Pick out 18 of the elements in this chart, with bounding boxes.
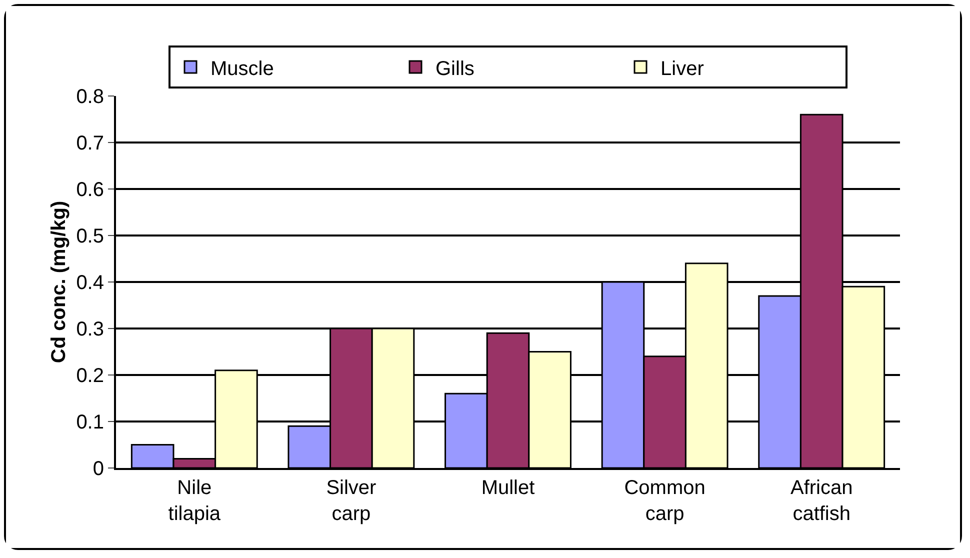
legend-label: Liver <box>660 58 704 80</box>
x-tick-label: Mullet <box>481 477 536 499</box>
y-tick-label: 0.2 <box>76 365 104 387</box>
x-tick-label: Nile tilapia <box>168 477 222 525</box>
y-tick-label: 0.7 <box>76 132 104 154</box>
y-axis-title: Cd conc. (mg/kg) <box>48 200 70 364</box>
y-tick-label: 0.6 <box>76 179 104 201</box>
x-tick-label: African catfish <box>790 477 853 525</box>
x-tick-label: Common carp <box>624 477 706 525</box>
y-tick-label: 0 <box>92 458 104 480</box>
legend-label: Gills <box>436 58 474 80</box>
y-tick-label: 0.3 <box>76 318 104 340</box>
y-tick-label: 0.8 <box>76 86 104 108</box>
y-tick-label: 0.1 <box>76 412 104 434</box>
legend-label: Muscle <box>210 58 274 80</box>
x-tick-label: Silver carp <box>326 477 377 525</box>
y-tick-label: 0.5 <box>76 226 104 248</box>
y-tick-label: 0.4 <box>76 272 104 294</box>
